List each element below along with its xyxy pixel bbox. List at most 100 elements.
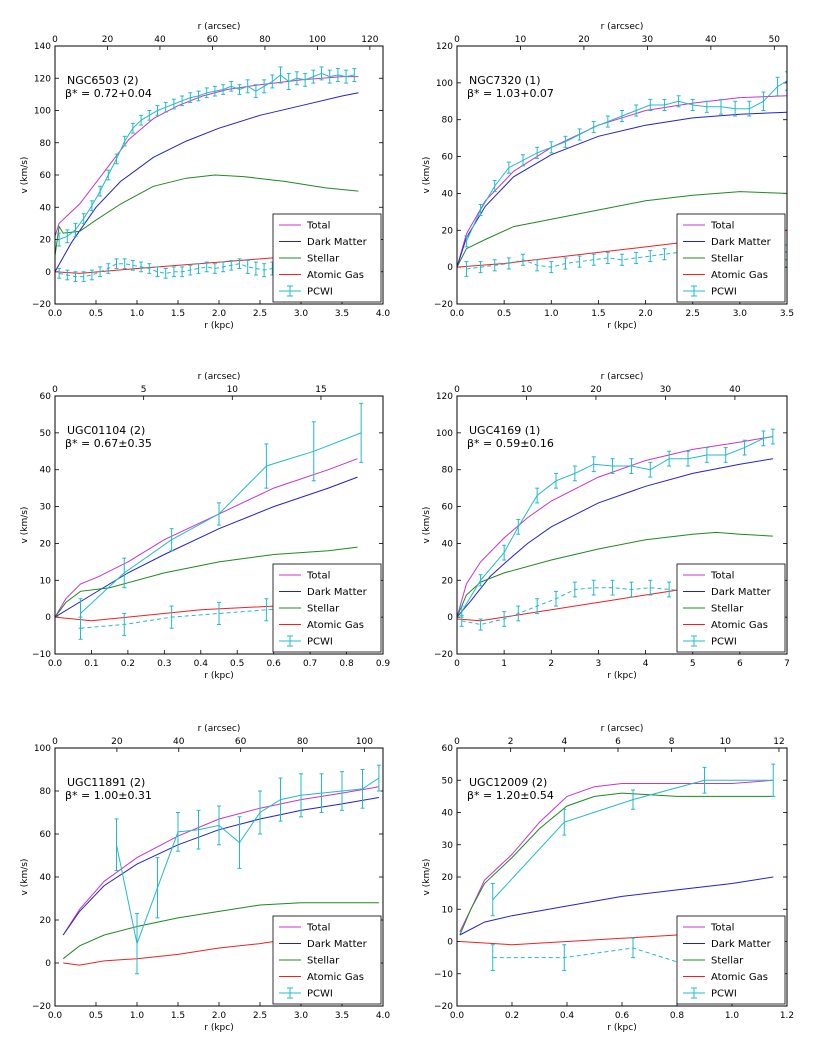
- legend-label: Total: [710, 571, 734, 582]
- y-tick-label: 20: [40, 236, 52, 246]
- legend-label: Total: [710, 221, 734, 232]
- plot-area: [62, 764, 381, 975]
- x-axis-label: r (kpc): [204, 671, 233, 681]
- y-tick-label: −10: [32, 650, 51, 660]
- top-x-tick-label: 0: [52, 385, 58, 395]
- y-tick-label: 140: [34, 42, 51, 52]
- total-line: [457, 436, 773, 618]
- stellar-line: [55, 174, 359, 256]
- stellar-line: [457, 531, 773, 618]
- x-tick-label: 0.0: [48, 1011, 63, 1021]
- x-tick-label: 0.3: [157, 659, 171, 669]
- y-tick-label: 80: [40, 787, 52, 797]
- y-tick-label: −20: [434, 300, 453, 310]
- x-tick-label: 3: [596, 659, 602, 669]
- x-tick-label: 4.0: [376, 309, 391, 319]
- total-line: [459, 779, 774, 933]
- x-tick-label: 1: [501, 659, 507, 669]
- top-x-tick-label: 10: [227, 385, 239, 395]
- x-tick-label: 0.4: [194, 659, 209, 669]
- top-x-tick-label: 30: [642, 35, 654, 45]
- x-tick-label: 0.4: [560, 1011, 575, 1021]
- x-tick-label: 4: [643, 659, 649, 669]
- top-x-tick-label: 0: [454, 737, 460, 747]
- pcwi-dashed-line: [59, 263, 273, 278]
- top-x-tick-label: 30: [660, 385, 672, 395]
- y-tick-label: 60: [442, 744, 454, 754]
- x-tick-label: 0.0: [450, 1011, 465, 1021]
- legend-label: PCWI: [711, 637, 737, 648]
- legend-label: Stellar: [307, 604, 340, 615]
- beta-annotation: β* = 1.03+0.07: [467, 87, 554, 100]
- legend-label: Atomic Gas: [307, 270, 364, 281]
- top-x-tick-label: 6: [615, 737, 621, 747]
- y-tick-label: −10: [434, 970, 453, 980]
- y-tick-label: −20: [32, 300, 51, 310]
- top-x-tick-label: 0: [52, 737, 58, 747]
- x-tick-label: 2.0: [638, 309, 653, 319]
- x-tick-label: 5: [690, 659, 696, 669]
- x-tick-label: 0.2: [121, 659, 135, 669]
- x-tick-label: 1.0: [725, 1011, 740, 1021]
- y-tick-label: 50: [442, 776, 454, 786]
- top-x-tick-label: 40: [154, 35, 166, 45]
- legend-label: Dark Matter: [711, 939, 772, 950]
- x-tick-label: 0.6: [615, 1011, 630, 1021]
- total-line: [55, 76, 359, 237]
- y-tick-label: 0: [45, 268, 51, 278]
- x-tick-label: 0.9: [376, 659, 391, 669]
- y-tick-label: 30: [442, 841, 454, 851]
- top-x-tick-label: 80: [259, 35, 271, 45]
- panel-title: UGC12009 (2): [469, 776, 547, 789]
- legend-label: Dark Matter: [307, 587, 368, 598]
- y-tick-label: 0: [45, 613, 51, 623]
- top-x-axis-label: r (arcsec): [198, 22, 241, 32]
- legend-label: PCWI: [307, 637, 333, 648]
- top-x-axis-label: r (arcsec): [601, 22, 644, 32]
- top-x-tick-label: 20: [111, 737, 123, 747]
- pcwi-line: [461, 436, 773, 612]
- panel-title: UGC01104 (2): [67, 424, 145, 437]
- axes-frame: [54, 45, 384, 305]
- top-x-tick-label: 20: [102, 35, 114, 45]
- top-x-tick-label: 8: [669, 737, 675, 747]
- beta-annotation: β* = 0.67±0.35: [65, 437, 152, 450]
- x-tick-label: 3.0: [733, 309, 748, 319]
- top-x-tick-label: 10: [515, 35, 527, 45]
- top-x-tick-label: 80: [297, 737, 309, 747]
- legend-label: Total: [306, 923, 330, 934]
- legend-label: Dark Matter: [711, 237, 772, 248]
- y-tick-label: 100: [436, 79, 453, 89]
- stellar-line: [55, 546, 358, 618]
- legend: Total Dark Matter Stellar Atomic Gas PCWI: [272, 563, 382, 653]
- y-axis-label: v (km/s): [20, 157, 30, 194]
- y-tick-label: 40: [442, 189, 454, 199]
- total-line: [457, 95, 787, 268]
- x-tick-label: 0.5: [89, 309, 103, 319]
- y-axis-label: v (km/s): [422, 157, 432, 194]
- x-tick-label: 3.5: [335, 309, 349, 319]
- axes-frame: [456, 395, 788, 655]
- x-tick-label: 7: [784, 659, 790, 669]
- x-tick-label: 4.0: [376, 1011, 391, 1021]
- legend: Total Dark Matter Stellar Atomic Gas PCWI: [676, 915, 786, 1005]
- y-tick-label: 0: [45, 959, 51, 969]
- x-tick-label: 3.5: [335, 1011, 349, 1021]
- y-tick-label: 20: [442, 576, 454, 586]
- y-tick-label: 0: [447, 613, 453, 623]
- x-tick-label: 2.5: [253, 309, 267, 319]
- panel-3: 0.0 0.1 0.2 0.3 0.4 0.5 0.6 0.7 0.8 0.9 0 5 10 15 −10 0…: [20, 372, 390, 681]
- x-tick-label: 2: [548, 659, 554, 669]
- top-x-tick-label: 100: [309, 35, 326, 45]
- axes-frame: [54, 395, 384, 655]
- legend: Total Dark Matter Stellar Atomic Gas PCWI: [676, 563, 786, 653]
- x-tick-label: 0.0: [48, 309, 63, 319]
- y-tick-label: 20: [442, 873, 454, 883]
- axes-frame: [456, 45, 788, 305]
- legend-label: PCWI: [711, 287, 737, 298]
- y-tick-label: 20: [40, 539, 52, 549]
- legend-label: Atomic Gas: [711, 270, 768, 281]
- y-tick-label: 60: [442, 153, 454, 163]
- legend-label: PCWI: [307, 287, 333, 298]
